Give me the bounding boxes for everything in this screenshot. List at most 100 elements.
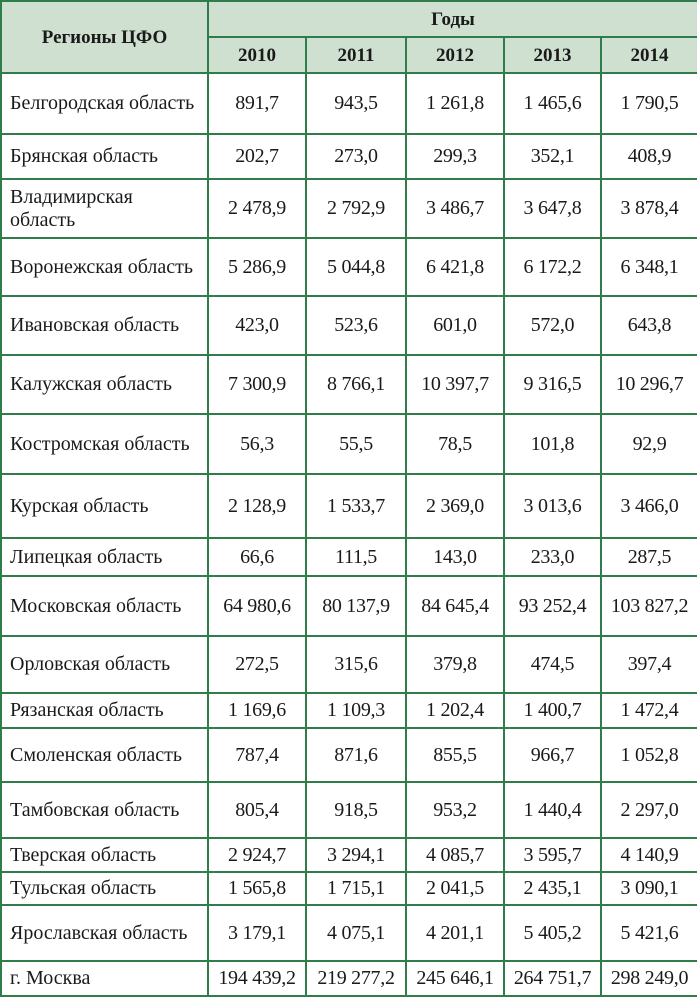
- value-cell: 408,9: [600, 133, 697, 180]
- value-cell: 264 751,7: [503, 960, 602, 997]
- table-row: Рязанская область 1 169,6 1 109,3 1 202,4 1 …: [0, 692, 697, 729]
- table-row: Брянская область 202,7 273,0 299,3 352,1 408,…: [0, 133, 697, 180]
- region-name: Рязанская область: [0, 692, 209, 729]
- value-cell: 474,5: [503, 635, 602, 694]
- value-cell: 78,5: [405, 413, 505, 475]
- value-cell: 352,1: [503, 133, 602, 180]
- region-name: Ивановская область: [0, 295, 209, 356]
- table-row: Тверская область 2 924,7 3 294,1 4 085,7 3 5…: [0, 837, 697, 873]
- value-cell: 101,8: [503, 413, 602, 475]
- table-row: Тамбовская область 805,4 918,5 953,2 1 440,4…: [0, 781, 697, 839]
- value-cell: 93 252,4: [503, 575, 602, 637]
- value-cell: 3 878,4: [600, 178, 697, 239]
- value-cell: 3 647,8: [503, 178, 602, 239]
- region-name: Белгородская область: [0, 72, 209, 135]
- value-cell: 8 766,1: [305, 354, 407, 415]
- table-row: г. Москва 194 439,2 219 277,2 245 646,1 264 …: [0, 960, 697, 997]
- value-cell: 202,7: [207, 133, 307, 180]
- value-cell: 1 109,3: [305, 692, 407, 729]
- value-cell: 64 980,6: [207, 575, 307, 637]
- value-cell: 233,0: [503, 537, 602, 577]
- value-cell: 219 277,2: [305, 960, 407, 997]
- value-cell: 1 790,5: [600, 72, 697, 135]
- table-row: Воронежская область 5 286,9 5 044,8 6 421,8…: [0, 237, 697, 297]
- table-row: Калужская область 7 300,9 8 766,1 10 397,7 9…: [0, 354, 697, 415]
- region-name: Смоленская область: [0, 727, 209, 783]
- region-name: Липецкая область: [0, 537, 209, 577]
- value-cell: 423,0: [207, 295, 307, 356]
- value-cell: 918,5: [305, 781, 407, 839]
- year-header: 2012: [405, 36, 505, 74]
- value-cell: 4 201,1: [405, 904, 505, 962]
- region-column-header: Регионы ЦФО: [0, 0, 209, 74]
- value-cell: 572,0: [503, 295, 602, 356]
- year-header: 2010: [207, 36, 307, 74]
- year-header: 2011: [305, 36, 407, 74]
- value-cell: 1 052,8: [600, 727, 697, 783]
- value-cell: 1 715,1: [305, 871, 407, 906]
- region-name: Орловская область: [0, 635, 209, 694]
- value-cell: 1 169,6: [207, 692, 307, 729]
- region-name: Курская область: [0, 473, 209, 539]
- region-name: Костромская область: [0, 413, 209, 475]
- year-header: 2013: [503, 36, 602, 74]
- value-cell: 10 397,7: [405, 354, 505, 415]
- value-cell: 315,6: [305, 635, 407, 694]
- value-cell: 3 090,1: [600, 871, 697, 906]
- value-cell: 1 472,4: [600, 692, 697, 729]
- value-cell: 66,6: [207, 537, 307, 577]
- years-header-row: 2010 2011 2012 2013 2014: [1, 36, 697, 74]
- value-cell: 1 261,8: [405, 72, 505, 135]
- table-row: Смоленская область 787,4 871,6 855,5 966,7 1 …: [0, 727, 697, 783]
- value-cell: 3 013,6: [503, 473, 602, 539]
- region-name: г. Москва: [0, 960, 209, 997]
- value-cell: 3 466,0: [600, 473, 697, 539]
- value-cell: 3 294,1: [305, 837, 407, 873]
- value-cell: 966,7: [503, 727, 602, 783]
- value-cell: 56,3: [207, 413, 307, 475]
- region-name: Калужская область: [0, 354, 209, 415]
- value-cell: 2 369,0: [405, 473, 505, 539]
- value-cell: 2 924,7: [207, 837, 307, 873]
- value-cell: 111,5: [305, 537, 407, 577]
- table-row: Белгородская область 891,7 943,5 1 261,8 1 4…: [0, 72, 697, 135]
- value-cell: 891,7: [207, 72, 307, 135]
- value-cell: 871,6: [305, 727, 407, 783]
- value-cell: 7 300,9: [207, 354, 307, 415]
- value-cell: 9 316,5: [503, 354, 602, 415]
- value-cell: 379,8: [405, 635, 505, 694]
- value-cell: 4 085,7: [405, 837, 505, 873]
- header-row: Регионы ЦФО Годы: [0, 0, 697, 74]
- value-cell: 1 440,4: [503, 781, 602, 839]
- value-cell: 84 645,4: [405, 575, 505, 637]
- value-cell: 953,2: [405, 781, 505, 839]
- value-cell: 601,0: [405, 295, 505, 356]
- region-name: Ярославская область: [0, 904, 209, 962]
- table-row: Орловская область 272,5 315,6 379,8 474,5 397…: [0, 635, 697, 694]
- value-cell: 6 172,2: [503, 237, 602, 297]
- value-cell: 2 478,9: [207, 178, 307, 239]
- value-cell: 3 179,1: [207, 904, 307, 962]
- value-cell: 5 421,6: [600, 904, 697, 962]
- table-row: Ивановская область 423,0 523,6 601,0 572,0 64…: [0, 295, 697, 356]
- year-header: 2014: [600, 36, 697, 74]
- value-cell: 245 646,1: [405, 960, 505, 997]
- value-cell: 194 439,2: [207, 960, 307, 997]
- value-cell: 287,5: [600, 537, 697, 577]
- years-group-header: Годы: [207, 0, 697, 38]
- region-name: Тульская область: [0, 871, 209, 906]
- value-cell: 6 348,1: [600, 237, 697, 297]
- value-cell: 2 792,9: [305, 178, 407, 239]
- table-row: Костромская область 56,3 55,5 78,5 101,8 92,9: [0, 413, 697, 475]
- value-cell: 4 140,9: [600, 837, 697, 873]
- region-name: Московская область: [0, 575, 209, 637]
- table-row: Московская область 64 980,6 80 137,9 84 645…: [0, 575, 697, 637]
- value-cell: 523,6: [305, 295, 407, 356]
- value-cell: 2 297,0: [600, 781, 697, 839]
- value-cell: 10 296,7: [600, 354, 697, 415]
- region-name: Брянская область: [0, 133, 209, 180]
- value-cell: 4 075,1: [305, 904, 407, 962]
- region-name: Тамбовская область: [0, 781, 209, 839]
- value-cell: 272,5: [207, 635, 307, 694]
